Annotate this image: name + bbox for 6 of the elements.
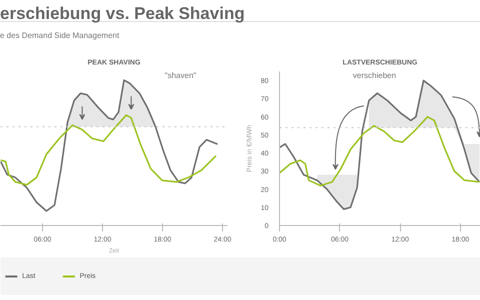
text: "shaven" [164,71,196,80]
line-series [280,80,480,210]
annotation: verschieben [352,71,396,80]
line-series [280,116,480,186]
text: erschiebung vs. Peak Shaving [0,0,480,23]
text: e des Demand Side Management [0,30,120,42]
